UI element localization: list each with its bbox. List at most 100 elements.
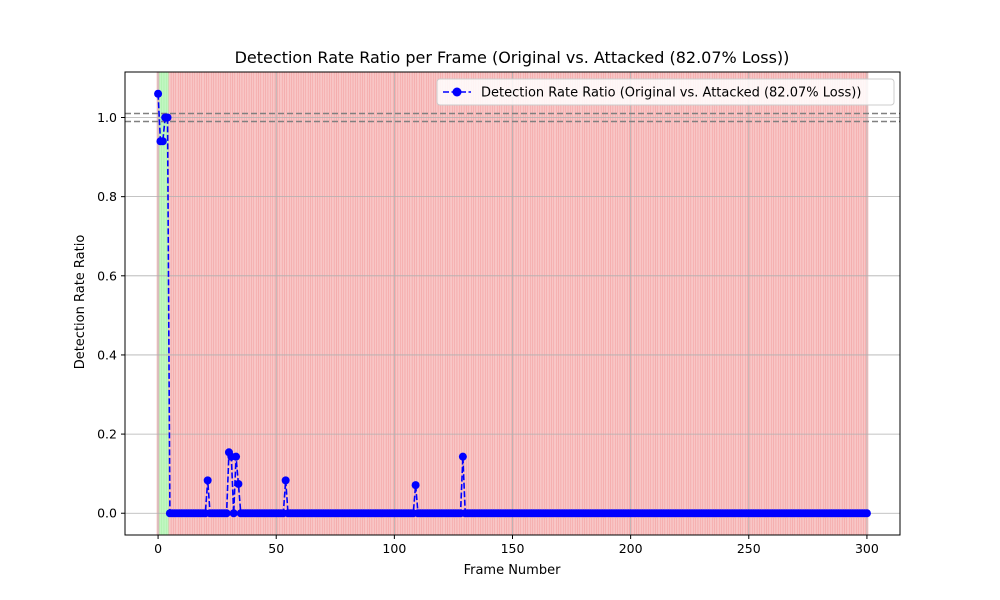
frame-band-loss bbox=[404, 72, 408, 535]
frame-band-loss bbox=[615, 72, 618, 535]
frame-band-loss bbox=[799, 72, 803, 535]
frame-band-loss bbox=[846, 72, 850, 535]
frame-band-loss bbox=[369, 72, 373, 535]
series-markers bbox=[154, 89, 871, 518]
y-axis-label: Detection Rate Ratio bbox=[73, 235, 88, 370]
data-point bbox=[158, 137, 167, 146]
frame-band-loss bbox=[225, 72, 228, 535]
frame-band-loss bbox=[818, 72, 821, 535]
frame-band-loss bbox=[383, 72, 387, 535]
frame-band-loss bbox=[754, 72, 758, 535]
frame-band-loss bbox=[508, 72, 512, 535]
frame-band-loss bbox=[329, 72, 332, 535]
frame-band-loss bbox=[466, 72, 469, 535]
frame-band-loss bbox=[771, 72, 774, 535]
frame-band-loss bbox=[307, 72, 311, 535]
frame-band-loss bbox=[714, 72, 718, 535]
frame-band-loss bbox=[435, 72, 439, 535]
frame-band-loss bbox=[586, 72, 590, 535]
frame-band-loss bbox=[598, 72, 602, 535]
data-point bbox=[411, 481, 420, 490]
frame-band-loss bbox=[277, 72, 280, 535]
frame-band-loss bbox=[305, 72, 309, 535]
frame-band-loss bbox=[686, 72, 689, 535]
frame-band-loss bbox=[730, 72, 734, 535]
frame-band-loss bbox=[749, 72, 753, 535]
frame-band-loss bbox=[397, 72, 401, 535]
frame-band-loss bbox=[808, 72, 812, 535]
frame-band-loss bbox=[719, 72, 722, 535]
frame-band-loss bbox=[350, 72, 354, 535]
frame-band-loss bbox=[416, 72, 420, 535]
frame-band-loss bbox=[206, 72, 210, 535]
frame-band-loss bbox=[518, 72, 521, 535]
frame-band-loss bbox=[844, 72, 847, 535]
frame-band-loss bbox=[338, 72, 342, 535]
frame-band-loss bbox=[272, 72, 276, 535]
frame-band-loss bbox=[815, 72, 819, 535]
frame-band-loss bbox=[400, 72, 403, 535]
frame-band-loss bbox=[690, 72, 694, 535]
data-point bbox=[232, 452, 241, 461]
frame-band-loss bbox=[539, 72, 543, 535]
frame-band-loss bbox=[426, 72, 429, 535]
frame-band-loss bbox=[863, 72, 866, 535]
frame-band-loss bbox=[471, 72, 474, 535]
x-axis-label: Frame Number bbox=[464, 563, 562, 578]
frame-band-loss bbox=[419, 72, 422, 535]
frame-band-loss bbox=[626, 72, 630, 535]
frame-band-loss bbox=[657, 72, 661, 535]
frame-band-loss bbox=[175, 72, 179, 535]
frame-band-loss bbox=[220, 72, 224, 535]
frame-band-loss bbox=[794, 72, 798, 535]
frame-band-loss bbox=[355, 72, 358, 535]
chart-title: Detection Rate Ratio per Frame (Original… bbox=[235, 48, 790, 67]
frame-band-loss bbox=[737, 72, 741, 535]
frame-band-loss bbox=[298, 72, 302, 535]
frame-band-loss bbox=[735, 72, 739, 535]
frame-band-loss bbox=[558, 72, 562, 535]
data-point bbox=[281, 476, 290, 485]
frame-band-loss bbox=[187, 72, 191, 535]
frame-band-loss bbox=[296, 72, 299, 535]
frame-band-loss bbox=[634, 72, 637, 535]
frame-band-loss bbox=[281, 72, 285, 535]
frame-band-loss bbox=[239, 72, 243, 535]
frame-band-loss bbox=[752, 72, 755, 535]
frame-band-loss bbox=[636, 72, 640, 535]
frame-band-loss bbox=[522, 72, 526, 535]
frame-band-loss bbox=[655, 72, 658, 535]
data-point bbox=[203, 476, 212, 485]
frame-band-loss bbox=[489, 72, 493, 535]
frame-band-loss bbox=[359, 72, 363, 535]
frame-band-loss bbox=[742, 72, 746, 535]
frame-band-loss bbox=[461, 72, 465, 535]
frame-band-loss bbox=[759, 72, 762, 535]
frame-band-loss bbox=[745, 72, 748, 535]
frame-band-loss bbox=[572, 72, 576, 535]
frame-band-loss bbox=[823, 72, 826, 535]
frame-band-loss bbox=[728, 72, 732, 535]
frame-band-loss bbox=[811, 72, 814, 535]
frame-band-loss bbox=[385, 72, 389, 535]
frame-band-loss bbox=[669, 72, 673, 535]
frame-band-loss bbox=[693, 72, 696, 535]
frame-band-loss bbox=[605, 72, 609, 535]
frame-band-loss bbox=[447, 72, 451, 535]
frame-band-loss bbox=[442, 72, 446, 535]
frame-band-loss bbox=[310, 72, 313, 535]
frame-band-loss bbox=[608, 72, 611, 535]
frame-band-loss bbox=[357, 72, 361, 535]
frame-band-loss bbox=[208, 72, 212, 535]
frame-band-loss bbox=[551, 72, 554, 535]
frame-band-loss bbox=[513, 72, 517, 535]
frame-band-loss bbox=[768, 72, 772, 535]
frame-band-loss bbox=[813, 72, 817, 535]
frame-band-loss bbox=[173, 72, 176, 535]
frame-band-loss bbox=[825, 72, 829, 535]
x-tick-label: 100 bbox=[382, 541, 406, 556]
frame-band-loss bbox=[641, 72, 644, 535]
frame-band-loss bbox=[830, 72, 833, 535]
frame-band-loss bbox=[841, 72, 845, 535]
